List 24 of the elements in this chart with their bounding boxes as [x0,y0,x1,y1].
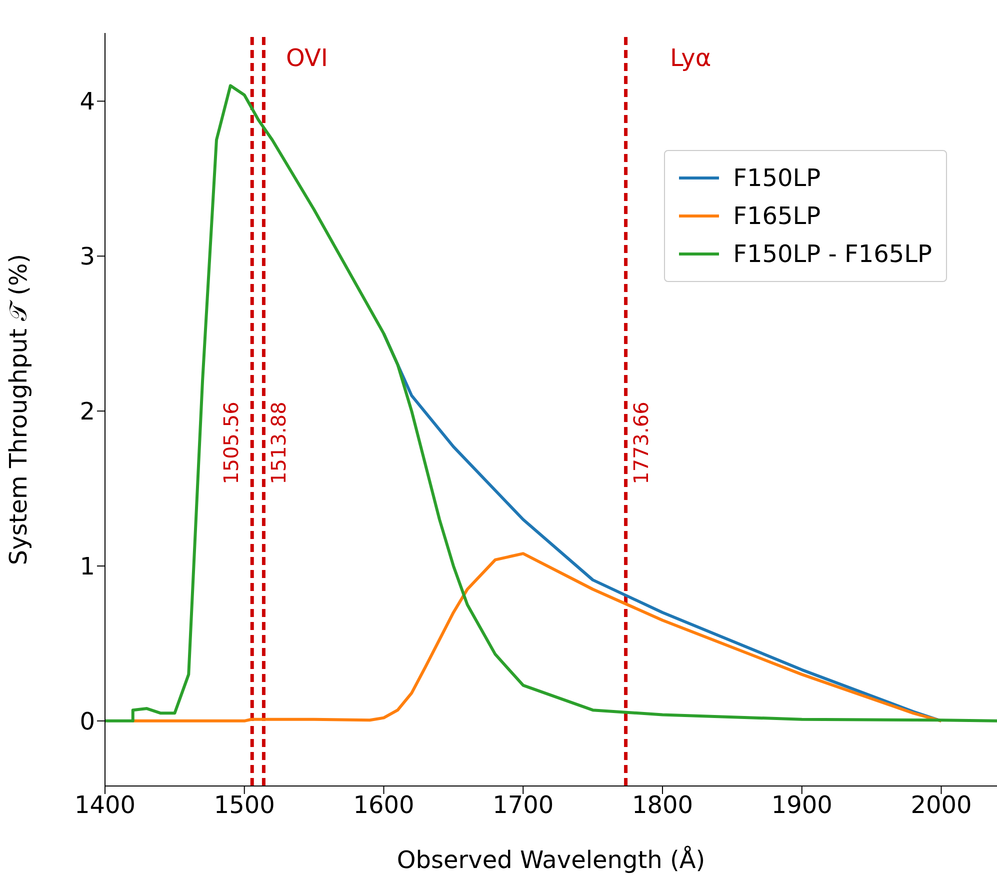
y-tick-label: 3 [80,242,95,271]
annotation: Lyα [670,44,712,72]
x-tick-label: 1500 [214,791,275,820]
x-tick-label: 1800 [632,791,694,820]
legend-label: F165LP [733,201,821,232]
ref-line-label: 1513.88 [266,402,291,484]
legend-label: F150LP - F165LP [733,239,932,270]
x-axis-title: Observed Wavelength (Å) [396,845,706,874]
x-tick-label: 1700 [492,791,554,820]
y-tick-label: 1 [80,552,95,581]
y-axis-title: System Throughput 𝒯 (%) [4,254,33,566]
x-tick-label: 1600 [353,791,414,820]
ref-line-label: 1505.56 [219,402,244,484]
x-tick-label: 2000 [910,791,972,820]
line-series [105,84,997,722]
x-tick-label: 1900 [771,791,832,820]
legend-label: F150LP [733,163,821,194]
annotation: OVI [286,44,328,72]
y-tick-label: 2 [80,398,95,426]
y-tick-label: 4 [80,88,95,116]
ref-line-label: 1773.66 [628,402,653,484]
x-tick-label: 1400 [74,791,136,820]
y-tick-label: 0 [80,707,95,736]
line-series [131,552,943,722]
